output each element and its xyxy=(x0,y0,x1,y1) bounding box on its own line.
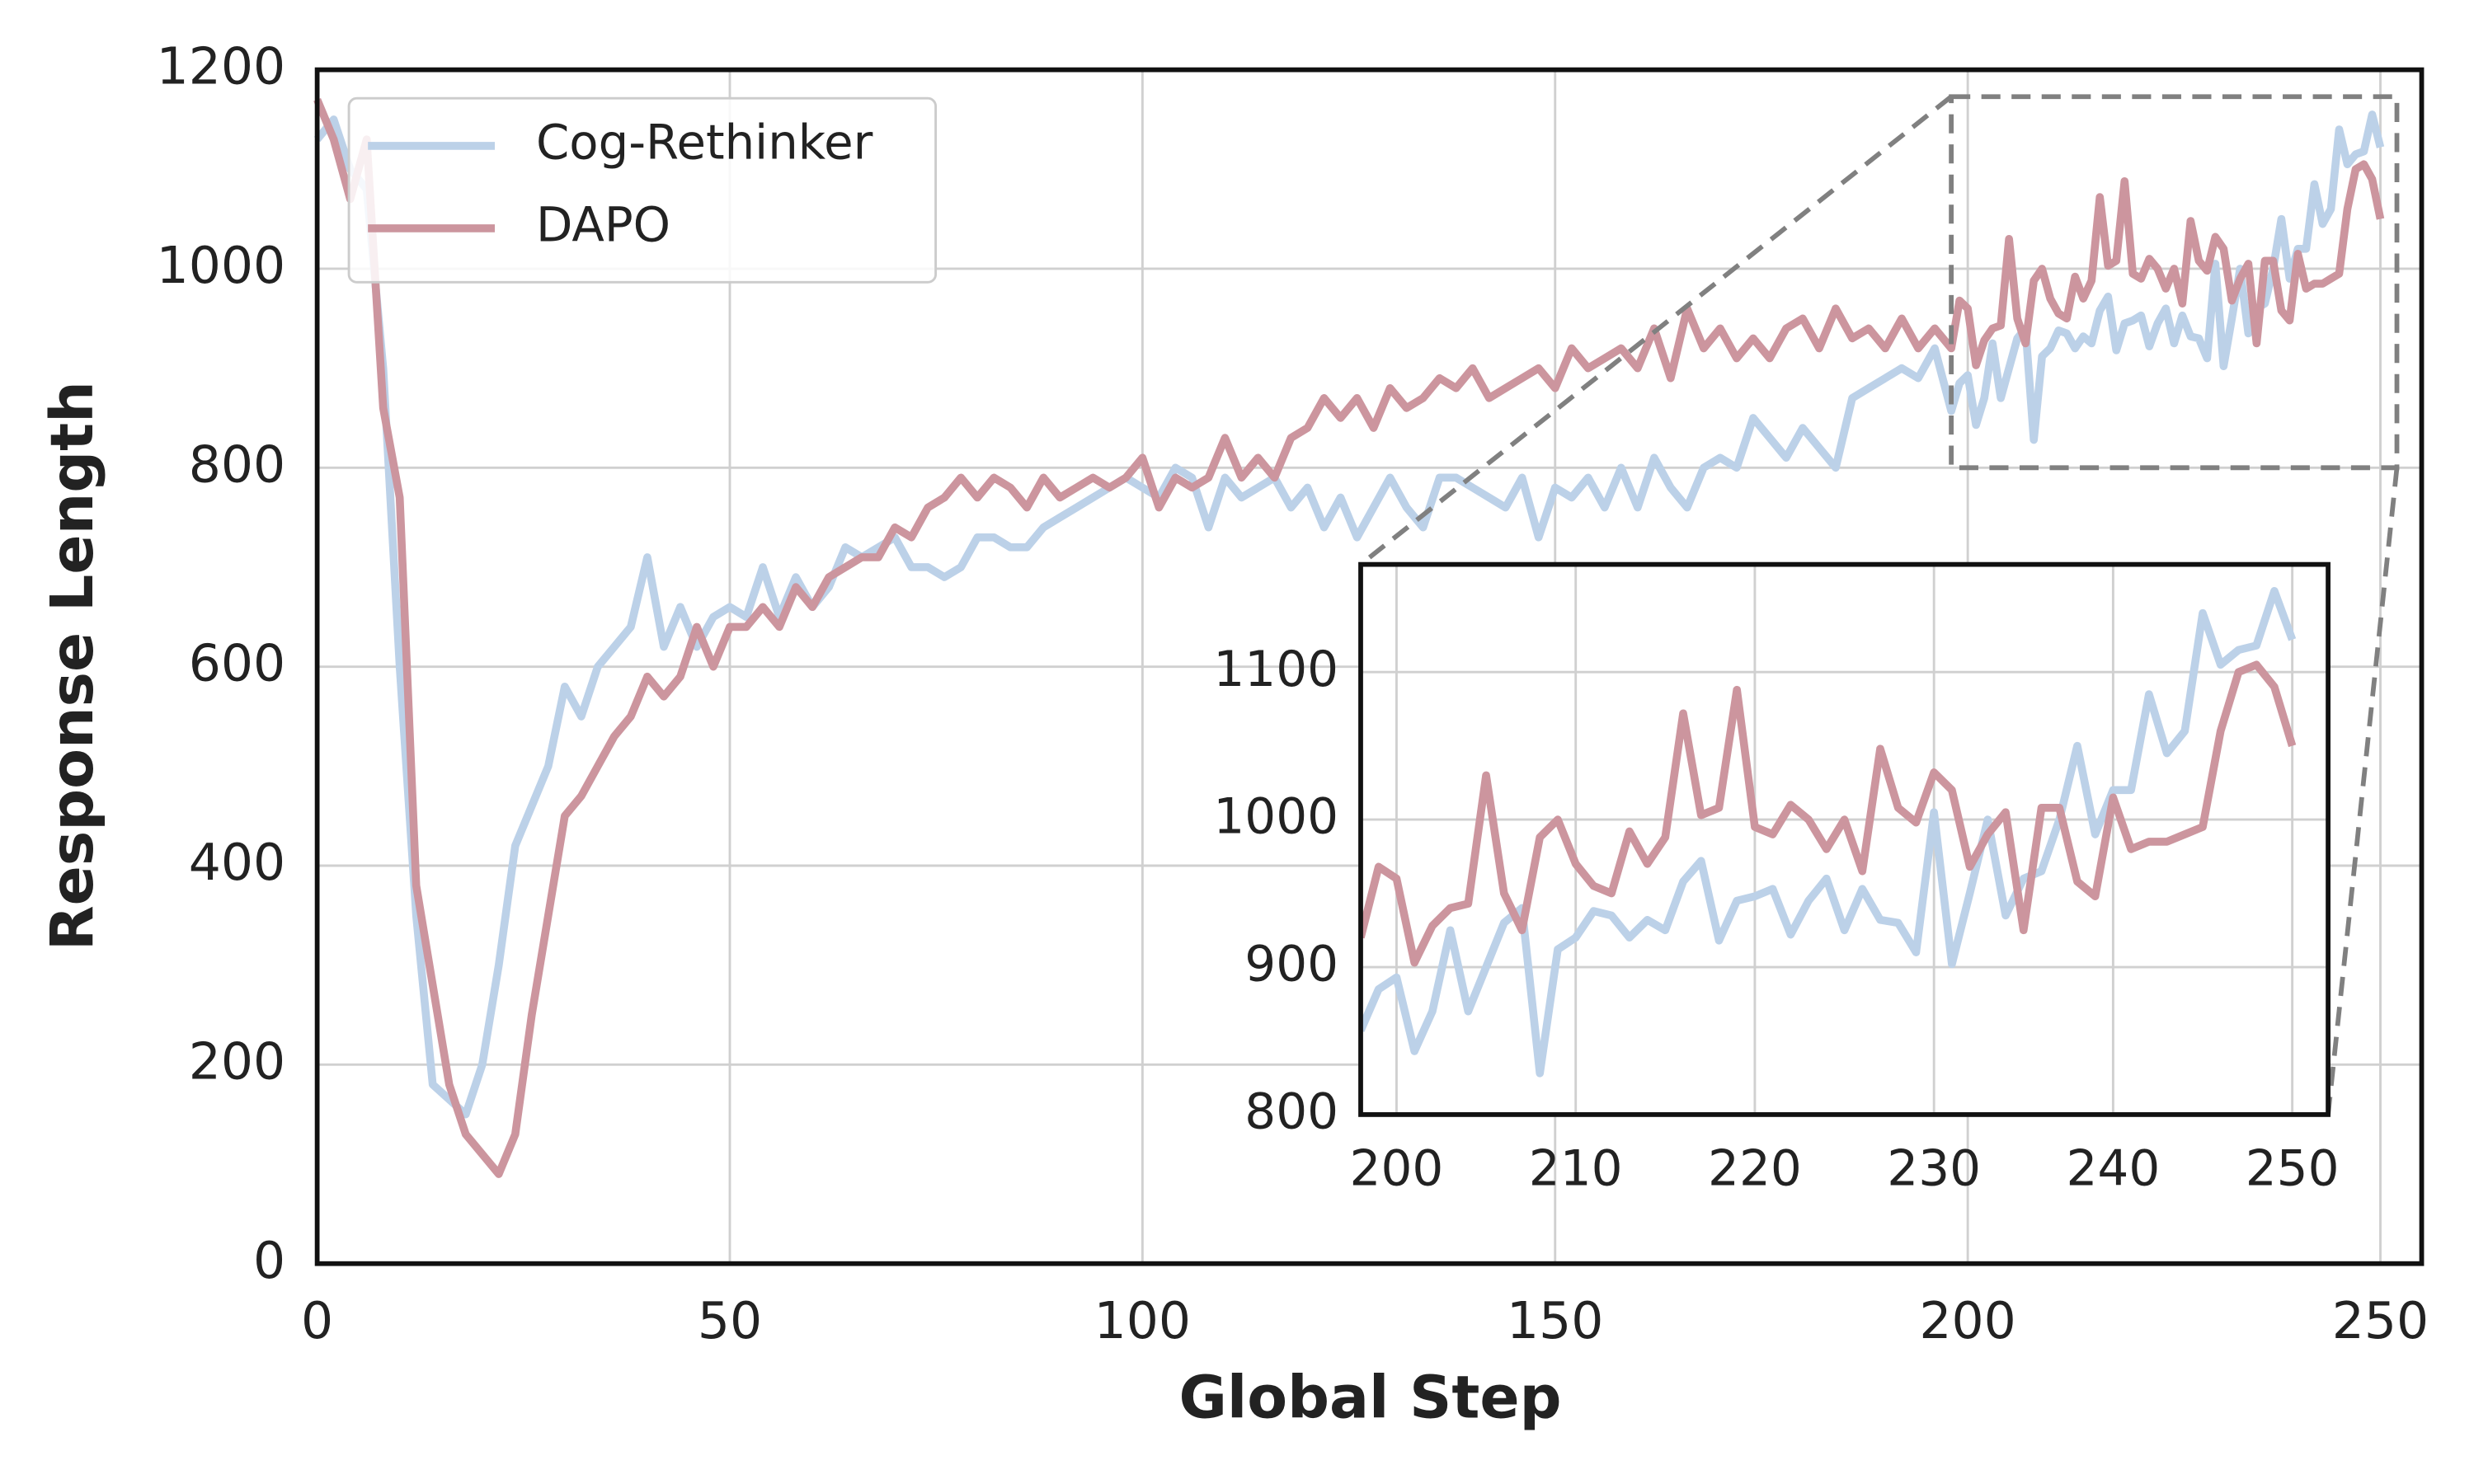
zoom-connector xyxy=(1359,94,1953,566)
y-tick-label: 800 xyxy=(189,434,285,494)
series-line xyxy=(313,97,2385,1178)
y-tick-label: 800 xyxy=(1244,1084,1338,1141)
x-tick-label: 250 xyxy=(2332,1291,2429,1350)
x-tick-label: 240 xyxy=(2067,1141,2161,1198)
inset-background xyxy=(1361,564,2329,1115)
plot-frame xyxy=(314,67,2425,1266)
series-line xyxy=(313,110,2385,1119)
inset-frame xyxy=(1358,561,2331,1117)
x-tick-label: 200 xyxy=(1919,1291,2015,1350)
legend-label: DAPO xyxy=(536,197,670,253)
x-tick-label: 100 xyxy=(1094,1291,1191,1350)
x-tick-label: 230 xyxy=(1887,1141,1981,1198)
y-tick-label: 600 xyxy=(189,634,285,693)
y-tick-label: 400 xyxy=(189,833,285,892)
x-tick-label: 210 xyxy=(1529,1141,1623,1198)
inset-lines xyxy=(1361,587,2297,1078)
y-tick-label: 900 xyxy=(1244,937,1338,993)
x-tick-label: 150 xyxy=(1507,1291,1603,1350)
y-axis-label: Response Length xyxy=(38,381,106,951)
x-tick-label: 0 xyxy=(301,1291,333,1350)
zoom-region xyxy=(1949,94,2400,471)
x-tick-label: 250 xyxy=(2246,1141,2340,1198)
y-tick-label: 1100 xyxy=(1213,641,1338,698)
y-tick-label: 0 xyxy=(253,1231,285,1290)
x-tick-label: 220 xyxy=(1708,1141,1802,1198)
y-tick-label: 1000 xyxy=(1213,789,1338,846)
y-tick-label: 1000 xyxy=(157,236,286,295)
y-tick-label: 1200 xyxy=(157,37,286,96)
y-tick-label: 200 xyxy=(189,1031,285,1091)
zoom-connector xyxy=(2326,467,2400,1115)
series-line xyxy=(1361,660,2297,967)
x-axis-label: Global Step xyxy=(1178,1364,1561,1432)
x-tick-label: 50 xyxy=(698,1291,762,1350)
x-tick-label: 200 xyxy=(1350,1141,1444,1198)
legend-label: Cog-Rethinker xyxy=(536,115,873,171)
legend-box xyxy=(347,96,938,284)
